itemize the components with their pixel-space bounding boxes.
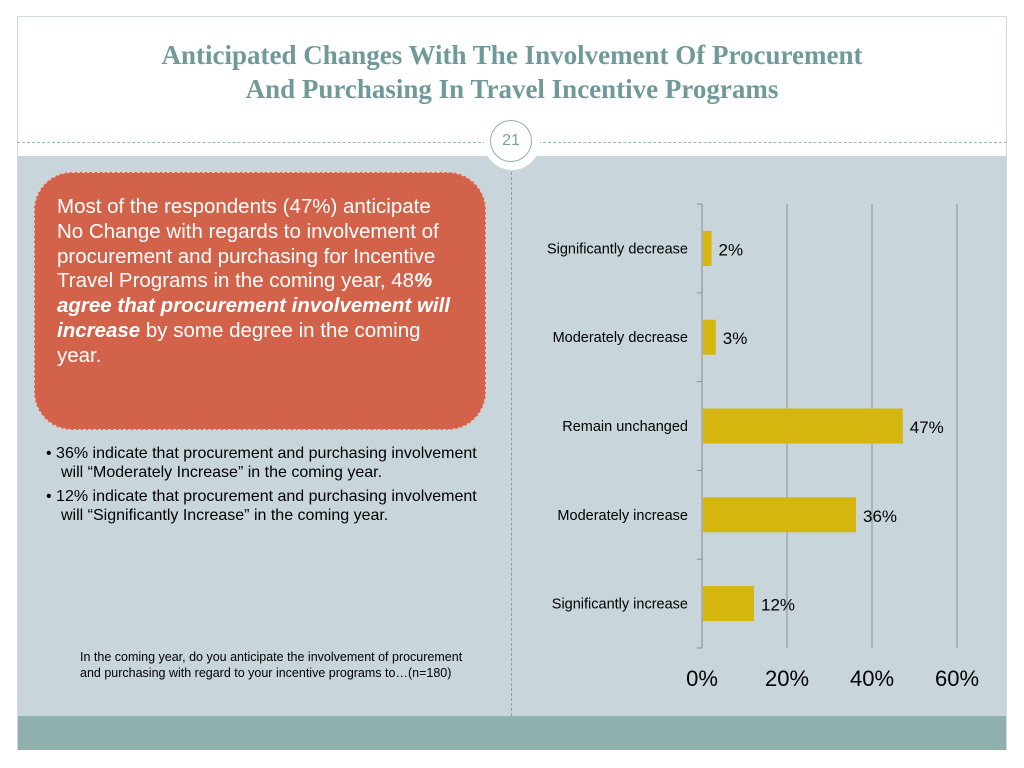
data-label: 3% xyxy=(723,329,748,348)
data-label: 36% xyxy=(863,507,897,526)
data-label: 47% xyxy=(910,418,944,437)
x-tick-label: 40% xyxy=(850,666,894,691)
bar xyxy=(703,230,712,266)
bullet-item: • 36% indicate that procurement and purc… xyxy=(46,445,477,482)
slide-title: Anticipated Changes With The Involvement… xyxy=(40,38,984,106)
bullet-item: • 12% indicate that procurement and purc… xyxy=(46,487,477,525)
summary-callout: Most of the respondents (47%) anticipate… xyxy=(34,172,486,430)
survey-question: In the coming year, do you anticipate th… xyxy=(80,650,463,680)
category-label: Significantly increase xyxy=(552,597,688,613)
x-tick-label: 60% xyxy=(935,666,979,691)
footer-bar xyxy=(18,716,1006,750)
x-tick-label: 0% xyxy=(686,666,718,691)
x-tick-label: 20% xyxy=(765,666,809,691)
callout-emphasis: % agree that procurement involvement wil… xyxy=(57,269,451,342)
bar xyxy=(703,319,716,355)
callout-text-1: Most of the respondents (47%) anticipate… xyxy=(57,195,439,293)
category-label: Moderately increase xyxy=(557,508,688,524)
bar xyxy=(703,586,754,622)
bullet-list: • 36% indicate that procurement and purc… xyxy=(46,444,486,530)
column-divider xyxy=(511,172,512,716)
bar xyxy=(703,497,856,533)
data-label: 2% xyxy=(719,240,744,259)
category-label: Remain unchanged xyxy=(562,419,688,435)
category-label: Moderately decrease xyxy=(553,330,688,346)
title-line-2: And Purchasing In Travel Incentive Progr… xyxy=(245,74,779,104)
category-label: Significantly decrease xyxy=(547,241,688,257)
title-line-1: Anticipated Changes With The Involvement… xyxy=(161,40,863,70)
callout-text-2: by some degree in the coming year. xyxy=(57,318,421,367)
data-label: 12% xyxy=(761,596,795,615)
bar xyxy=(703,408,903,444)
bar-chart: Significantly decrease 2% Moderately decre… xyxy=(547,203,979,691)
page-number: 21 xyxy=(490,120,532,162)
